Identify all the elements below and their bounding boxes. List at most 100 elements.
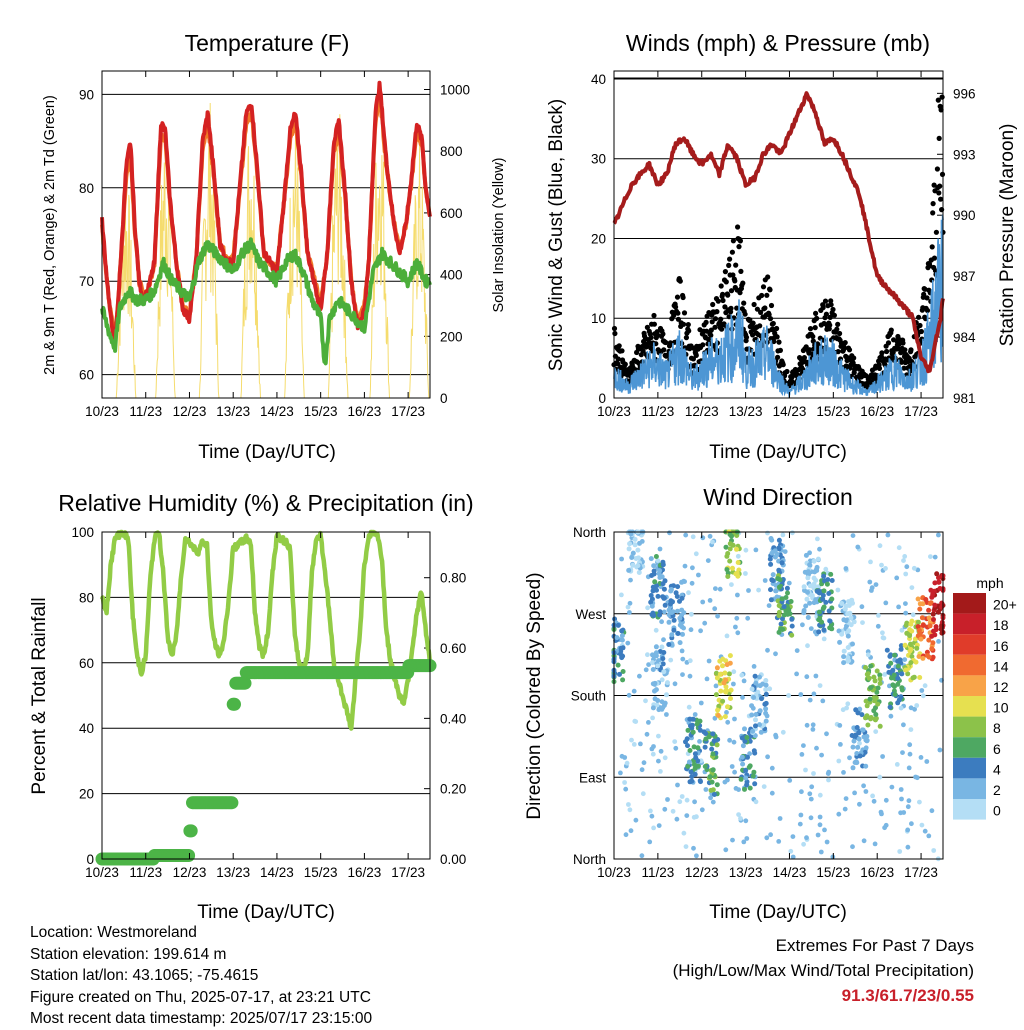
sonic-wind-series [613,214,944,399]
direction-point [905,844,911,850]
extremes-summary: Extremes For Past 7 Days (High/Low/Max W… [673,933,974,1008]
direction-point [738,816,743,821]
direction-point [861,838,867,844]
direction-point [670,599,675,605]
direction-point [909,654,915,659]
direction-point [806,570,812,576]
direction-point [701,729,707,735]
direction-point [902,642,908,648]
direction-point [742,786,747,792]
gust-point [774,325,780,332]
direction-point [930,611,936,617]
direction-point [686,704,692,710]
direction-point [779,560,785,566]
direction-point [671,583,676,589]
direction-point [661,637,666,643]
direction-point [788,599,794,604]
gust-point [693,352,699,358]
direction-point [692,751,698,757]
direction-point [843,618,849,624]
direction-point [814,745,819,751]
temperature-ytick-label: 90 [79,87,94,102]
direction-point [918,636,924,642]
direction-point [750,728,756,734]
gust-point [667,340,674,346]
direction-point [895,700,901,706]
direction-point [645,605,650,611]
temperature-xtick-label: 14/23 [260,404,294,419]
direction-point [703,787,709,792]
direction-point [926,833,932,839]
direction-point [620,677,626,683]
direction-ytick-label: East [579,770,606,785]
legend-label: 2 [993,782,1001,798]
direction-point [888,713,894,719]
direction-point [639,767,645,773]
gust-point [651,321,658,327]
temperature-y2tick-label: 200 [440,329,463,344]
direction-point [801,841,806,847]
direction-point [626,802,631,807]
direction-point [740,695,745,700]
direction-point [776,603,782,609]
gust-point [728,288,735,294]
direction-point [899,687,905,693]
direction-point [914,775,920,781]
humidity-panel-title: Relative Humidity (%) & Precipitation (i… [58,490,473,516]
direction-point [907,751,913,757]
direction-point [794,671,799,677]
direction-point [903,601,908,606]
direction-point [685,743,690,749]
winds-frame [613,70,944,399]
gust-point [837,330,843,337]
direction-point [725,704,730,710]
direction-point [911,565,917,571]
direction-point [627,807,633,813]
direction-point [687,658,693,664]
gust-point [931,182,937,188]
direction-point [645,652,650,658]
gust-point [708,327,714,333]
winds-plot: 0 10 20 30 40 981 984 987 990 993 996 10/23 11/23 12/… [591,70,976,419]
gust-point [743,334,750,340]
legend-title: mph [976,575,1003,591]
direction-point [722,688,728,694]
direction-point [867,579,873,585]
direction-point [830,854,836,860]
gust-point [722,304,728,310]
direction-point [850,765,856,771]
direction-point [723,684,729,690]
temperature-y2tick-label: 1000 [440,83,470,98]
direction-point [781,612,787,618]
direction-point [910,612,916,618]
direction-point [619,633,625,639]
direction-point [908,641,913,647]
direction-point [906,798,912,804]
legend-label: 8 [993,720,1001,736]
direction-point [632,718,638,724]
direction-point [746,588,751,593]
temperature-panel-title: Temperature (F) [185,30,350,56]
direction-point [666,619,672,625]
direction-point [877,723,883,729]
direction-point [872,716,878,722]
direction-point [650,652,655,658]
direction-point [615,662,621,668]
direction-point [764,835,770,841]
direction-point [670,808,676,814]
direction-point [859,712,865,718]
direction-point [801,584,807,590]
gust-point [828,302,834,308]
direction-point [864,713,870,719]
direction-point [662,578,668,584]
direction-point [627,541,633,547]
direction-point [836,811,842,817]
direction-point [659,644,665,650]
humidity-xtick-label: 11/23 [129,865,162,880]
direction-point [875,701,881,707]
direction-point [857,740,862,746]
humidity-ytick-label: 0 [86,852,94,867]
direction-point [759,696,764,702]
direction-point [763,706,769,712]
temp-2m-series [100,80,432,342]
